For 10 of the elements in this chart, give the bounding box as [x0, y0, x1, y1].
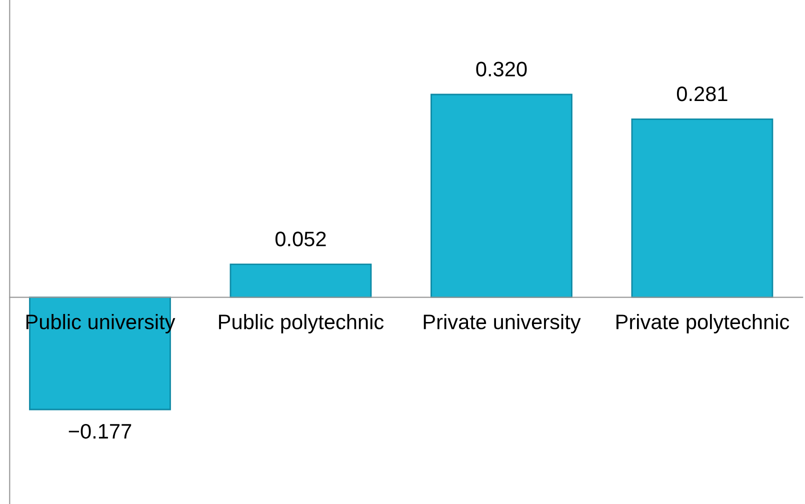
- data-label: 0.320: [476, 62, 527, 76]
- data-label: 0.052: [275, 232, 326, 246]
- x-tick-label: Private university: [424, 314, 581, 334]
- data-label: −0.177: [68, 424, 132, 439]
- bar: [430, 94, 572, 298]
- x-tick-label: Public polytechnic: [219, 314, 384, 334]
- x-tick-label: Private polytechnic: [616, 314, 790, 334]
- bar: [230, 264, 372, 298]
- data-label: 0.281: [676, 86, 728, 102]
- bar: [631, 118, 774, 298]
